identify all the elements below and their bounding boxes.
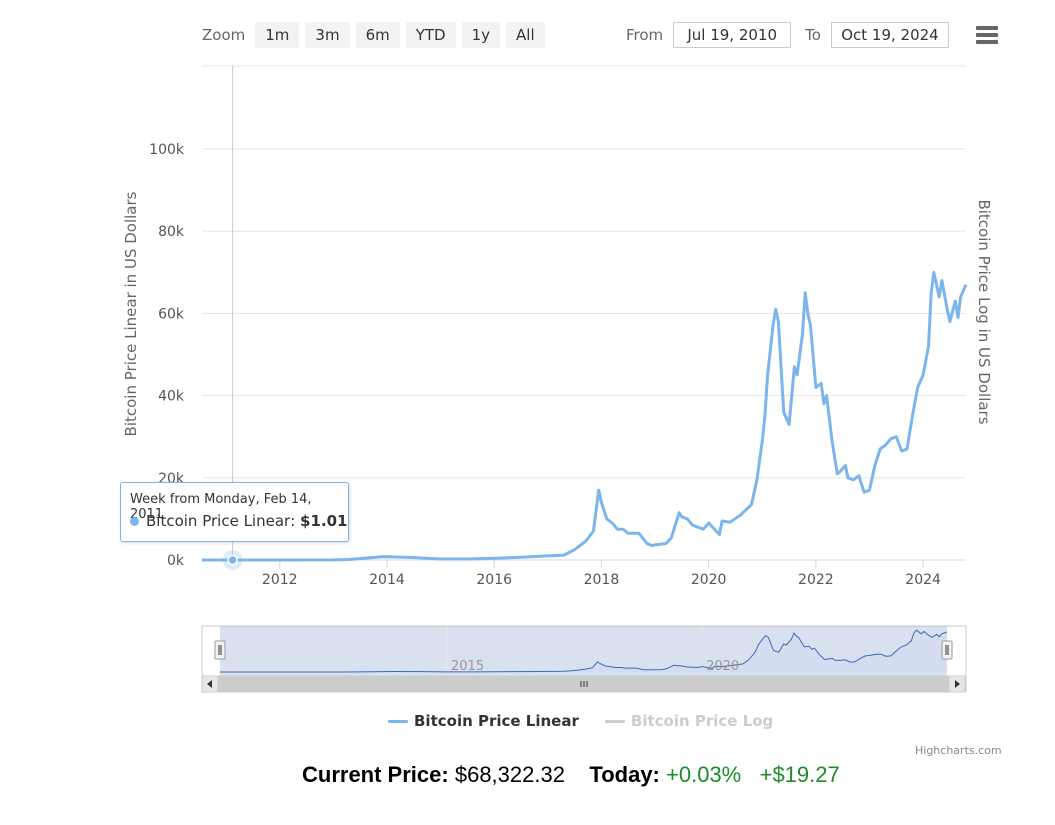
to-label: To	[805, 26, 821, 44]
navigator-mask[interactable]	[220, 626, 947, 676]
zoom-6m-button[interactable]: 6m	[355, 22, 400, 48]
today-dollar-change: +$19.27	[759, 762, 840, 787]
legend-label-log: Bitcoin Price Log	[630, 712, 774, 730]
navigator-grid	[446, 626, 703, 676]
scrollbar[interactable]	[201, 675, 967, 693]
y-axis-title-right: Bitcoin Price Log in US Dollars	[975, 199, 993, 424]
x-tick-label: 2016	[476, 572, 512, 588]
zoom-bar: Zoom 1m 3m 6m YTD 1y All	[202, 22, 545, 48]
point-tooltip: Week from Monday, Feb 14, 2011 Bitcoin P…	[120, 482, 349, 542]
chart-legend: Bitcoin Price Linear Bitcoin Price Log	[388, 712, 773, 730]
highcharts-credits[interactable]: Highcharts.com	[915, 744, 1002, 757]
legend-item-log[interactable]: Bitcoin Price Log	[604, 712, 774, 730]
scrollbar-right-arrow[interactable]	[948, 675, 966, 693]
scrollbar-left-arrow[interactable]	[201, 675, 219, 693]
hamburger-icon[interactable]	[976, 26, 998, 46]
tooltip-value: $1.01	[300, 512, 348, 530]
legend-swatch-linear	[388, 719, 408, 723]
grid-lines	[202, 65, 966, 561]
navigator[interactable]: 2015 2020	[201, 625, 967, 677]
current-price-bar: Current Price: $68,322.32 Today: +0.03% …	[302, 762, 840, 788]
x-tick-label: 2022	[798, 572, 834, 588]
tooltip-row: Bitcoin Price Linear: $1.01	[130, 512, 347, 530]
legend-label-linear: Bitcoin Price Linear	[414, 712, 579, 730]
y-axis-title: Bitcoin Price Linear in US Dollars	[122, 191, 140, 436]
zoom-1m-button[interactable]: 1m	[255, 22, 300, 48]
legend-swatch-log	[604, 719, 625, 723]
x-tick-label: 2024	[905, 572, 941, 588]
y-tick-label: 60k	[158, 306, 185, 322]
y-tick-label: 40k	[158, 389, 185, 405]
x-tick-label: 2020	[691, 572, 727, 588]
today-label: Today:	[589, 762, 660, 787]
to-date-input[interactable]	[830, 22, 949, 48]
zoom-ytd-button[interactable]: YTD	[405, 22, 456, 48]
x-tick-label: 2018	[584, 572, 620, 588]
date-range-selector: From To	[626, 22, 963, 48]
current-price-label: Current Price:	[302, 762, 449, 787]
navigator-x-ticks: 2015 2020	[451, 659, 739, 674]
y-tick-label: 80k	[158, 224, 185, 240]
zoom-all-button[interactable]: All	[506, 22, 545, 48]
today-percent-change: +0.03%	[666, 762, 742, 787]
y-tick-label: 0k	[167, 553, 185, 569]
zoom-1y-button[interactable]: 1y	[461, 22, 501, 48]
series-line-bitcoin-price-linear	[202, 270, 968, 562]
from-date-input[interactable]	[673, 22, 792, 48]
navigator-series-area	[220, 630, 947, 672]
navigator-x-tick-label: 2015	[451, 659, 484, 674]
navigator-x-tick-label: 2020	[706, 659, 739, 674]
y-tick-label: 100k	[149, 142, 185, 158]
x-tick-label: 2014	[369, 572, 405, 588]
from-label: From	[626, 26, 664, 44]
x-tick-label: 2012	[262, 572, 298, 588]
tooltip-series-dot	[130, 516, 139, 526]
current-price-value: $68,322.32	[454, 762, 565, 787]
navigator-frame	[201, 625, 967, 677]
navigator-handle-left[interactable]	[214, 640, 226, 660]
x-axis-ticks: 2012 2014 2016 2018 2020 2022 2024	[262, 560, 941, 588]
hover-point[interactable]	[222, 549, 243, 570]
tooltip-header: Week from Monday, Feb 14, 2011	[130, 492, 312, 522]
navigator-series-line	[220, 629, 948, 673]
legend-item-linear[interactable]: Bitcoin Price Linear	[388, 712, 579, 730]
zoom-3m-button[interactable]: 3m	[305, 22, 350, 48]
tooltip-series-name: Bitcoin Price Linear	[146, 512, 291, 530]
navigator-handle-right[interactable]	[941, 640, 953, 660]
zoom-label: Zoom	[202, 26, 246, 44]
